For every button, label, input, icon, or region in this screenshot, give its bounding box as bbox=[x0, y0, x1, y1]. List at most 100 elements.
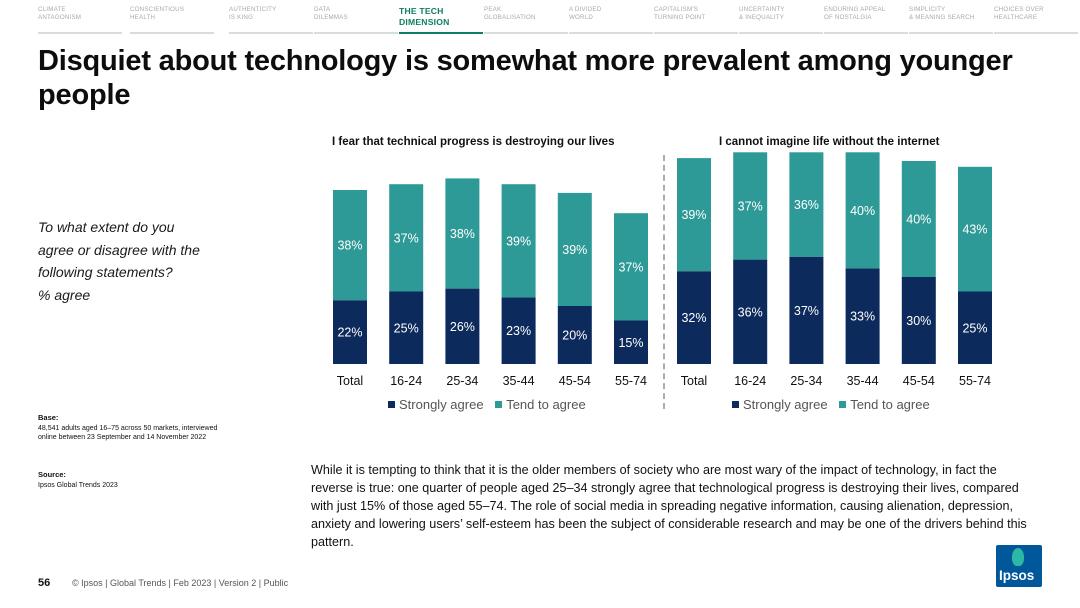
x-tick-label: 35-44 bbox=[503, 374, 535, 388]
bar-strongly-agree bbox=[733, 259, 768, 364]
bar-strongly-agree bbox=[789, 256, 824, 364]
data-label: 37% bbox=[738, 199, 763, 213]
nav-item-label: THE TECH DIMENSION bbox=[399, 6, 450, 27]
data-label: 37% bbox=[394, 231, 419, 245]
survey-question-line: To what extent do you bbox=[38, 219, 175, 235]
nav-item-label: CONSCIENTIOUS HEALTH bbox=[130, 6, 185, 21]
nav-item-authenticity-is-king[interactable]: AUTHENTICITY IS KING bbox=[229, 6, 313, 34]
bar-tend-to-agree bbox=[677, 158, 711, 272]
legend-swatch-tend-to-agree bbox=[839, 401, 847, 408]
bar-strongly-agree bbox=[958, 291, 992, 364]
data-label: 15% bbox=[618, 336, 643, 350]
data-label: 30% bbox=[906, 314, 931, 328]
bar-tend-to-agree bbox=[733, 152, 768, 260]
legend-label-tend-to-agree: Tend to agree bbox=[506, 397, 586, 412]
nav-item-label: A DIVIDED WORLD bbox=[569, 6, 602, 21]
legend-item-strongly-agree: Strongly agree bbox=[388, 397, 484, 412]
bar-strongly-agree bbox=[901, 277, 936, 364]
legend-swatch-tend-to-agree bbox=[495, 401, 503, 408]
legend-tech-fear: Strongly agree Tend to agree bbox=[388, 397, 594, 412]
bar-tend-to-agree bbox=[789, 152, 824, 257]
chart-title-tech-fear: I fear that technical progress is destro… bbox=[332, 136, 615, 148]
data-label: 32% bbox=[681, 311, 706, 325]
data-label: 37% bbox=[618, 260, 643, 274]
bar-tend-to-agree bbox=[901, 161, 936, 277]
chart-divider bbox=[663, 155, 665, 409]
x-tick-label: 25-34 bbox=[790, 374, 822, 388]
nav-item-label: AUTHENTICITY IS KING bbox=[229, 6, 277, 21]
legend-label-tend-to-agree: Tend to agree bbox=[850, 397, 930, 412]
bar-tend-to-agree bbox=[389, 184, 424, 292]
nav-item-uncertainty-inequality[interactable]: UNCERTAINTY & INEQUALITY bbox=[739, 6, 823, 34]
bar-strongly-agree bbox=[845, 268, 880, 364]
body-text: While it is tempting to think that it is… bbox=[311, 463, 1027, 549]
legend-label-strongly-agree: Strongly agree bbox=[743, 397, 828, 412]
survey-question-line: following statements? bbox=[38, 264, 173, 280]
data-label: 37% bbox=[794, 304, 819, 318]
bar-strongly-agree bbox=[557, 306, 592, 364]
bar-tend-to-agree bbox=[958, 166, 992, 292]
nav-item-peak-globalisation[interactable]: PEAK GLOBALISATION bbox=[484, 6, 568, 34]
nav-item-label: ENDURING APPEAL OF NOSTALGIA bbox=[824, 6, 886, 21]
bar-tend-to-agree bbox=[557, 192, 592, 306]
data-label: 39% bbox=[681, 208, 706, 222]
page-number: 56 bbox=[38, 577, 51, 589]
data-label: 33% bbox=[850, 310, 875, 324]
data-label: 38% bbox=[450, 227, 475, 241]
x-tick-label: 25-34 bbox=[446, 374, 478, 388]
bar-strongly-agree bbox=[677, 271, 711, 364]
footer-text: © Ipsos | Global Trends | Feb 2023 | Ver… bbox=[72, 578, 289, 588]
data-label: 25% bbox=[962, 321, 987, 335]
nav-item-label: DATA DILEMMAS bbox=[314, 6, 348, 21]
data-label: 43% bbox=[962, 223, 987, 237]
data-label: 25% bbox=[394, 321, 419, 335]
top-navigation: CLIMATE ANTAGONISM CONSCIENTIOUS HEALTH … bbox=[38, 6, 1078, 34]
nav-item-a-divided-world[interactable]: A DIVIDED WORLD bbox=[569, 6, 653, 34]
bar-strongly-agree bbox=[501, 297, 536, 364]
bar-tend-to-agree bbox=[445, 178, 480, 289]
data-label: 39% bbox=[562, 243, 587, 257]
ipsos-logo: Ipsos bbox=[996, 545, 1042, 587]
data-label: 39% bbox=[506, 234, 531, 248]
data-label: 26% bbox=[450, 320, 475, 334]
nav-item-choices-over-healthcare[interactable]: CHOICES OVER HEALTHCARE bbox=[994, 6, 1078, 34]
nav-item-label: CLIMATE ANTAGONISM bbox=[38, 6, 82, 21]
data-label: 22% bbox=[337, 326, 362, 340]
data-label: 40% bbox=[850, 204, 875, 218]
x-tick-label: 35-44 bbox=[847, 374, 879, 388]
nav-item-climate-antagonism[interactable]: CLIMATE ANTAGONISM bbox=[38, 6, 122, 34]
data-label: 20% bbox=[562, 329, 587, 343]
legend-item-tend-to-agree: Tend to agree bbox=[495, 397, 586, 412]
legend-item-tend-to-agree: Tend to agree bbox=[839, 397, 930, 412]
base-text: 48,541 adults aged 16–75 across 50 marke… bbox=[38, 425, 218, 441]
legend-item-strongly-agree: Strongly agree bbox=[732, 397, 828, 412]
nav-item-conscientious-health[interactable]: CONSCIENTIOUS HEALTH bbox=[130, 6, 214, 34]
logo-word: Ipsos bbox=[999, 568, 1035, 583]
x-tick-label: 45-54 bbox=[559, 374, 591, 388]
page-title: Disquiet about technology is somewhat mo… bbox=[38, 45, 1013, 111]
nav-item-enduring-appeal-of-nostalgia[interactable]: ENDURING APPEAL OF NOSTALGIA bbox=[824, 6, 908, 34]
nav-item-label: CAPITALISM'S TURNING POINT bbox=[654, 6, 706, 21]
base-label: Base: bbox=[38, 413, 59, 422]
bar-strongly-agree bbox=[389, 291, 424, 364]
nav-item-label: UNCERTAINTY & INEQUALITY bbox=[739, 6, 785, 21]
logo-mark-icon bbox=[1012, 548, 1024, 566]
source-text: Ipsos Global Trends 2023 bbox=[38, 482, 118, 489]
bar-tend-to-agree bbox=[501, 184, 536, 298]
bar-strongly-agree bbox=[445, 288, 480, 364]
x-tick-label: 16-24 bbox=[734, 374, 766, 388]
bar-tend-to-agree bbox=[845, 152, 880, 269]
chart-title-internet: I cannot imagine life without the intern… bbox=[719, 136, 940, 148]
nav-item-capitalisms-turning-point[interactable]: CAPITALISM'S TURNING POINT bbox=[654, 6, 738, 34]
nav-item-the-tech-dimension[interactable]: THE TECH DIMENSION bbox=[399, 6, 483, 34]
legend-swatch-strongly-agree bbox=[732, 401, 739, 408]
legend-internet: Strongly agree Tend to agree bbox=[732, 397, 938, 412]
survey-question-line: % agree bbox=[38, 286, 91, 303]
nav-item-data-dilemmas[interactable]: DATA DILEMMAS bbox=[314, 6, 398, 34]
legend-label-strongly-agree: Strongly agree bbox=[399, 397, 484, 412]
data-label: 23% bbox=[506, 324, 531, 338]
x-tick-label: Total bbox=[681, 374, 707, 388]
x-tick-label: 16-24 bbox=[390, 374, 422, 388]
nav-item-simplicity-meaning-search[interactable]: SIMPLICITY & MEANING SEARCH bbox=[909, 6, 993, 34]
